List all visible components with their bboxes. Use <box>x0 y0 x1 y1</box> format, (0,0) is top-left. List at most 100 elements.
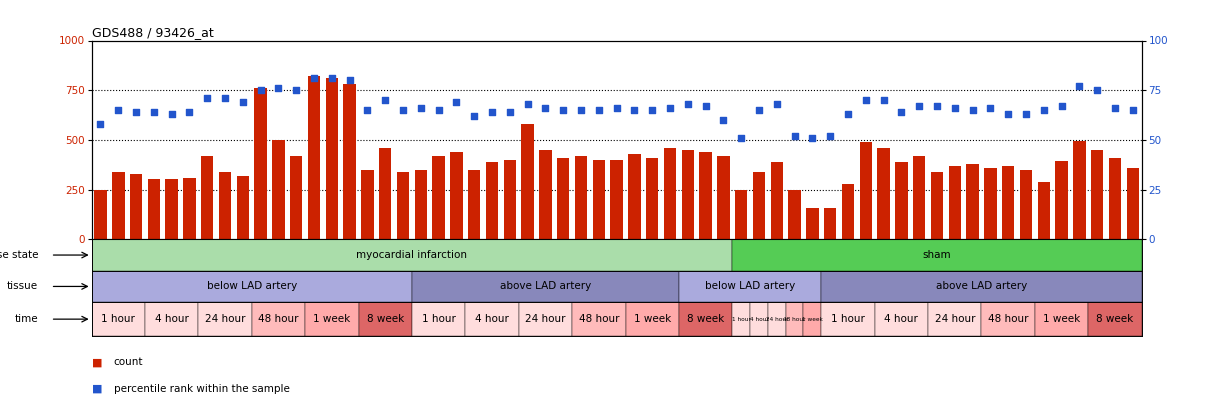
Point <box>179 109 199 115</box>
Point <box>713 117 733 123</box>
Bar <box>664 148 676 239</box>
Bar <box>486 162 498 239</box>
Point <box>731 135 751 141</box>
Text: GDS488 / 93426_at: GDS488 / 93426_at <box>92 26 214 39</box>
Bar <box>750 302 768 336</box>
Bar <box>219 172 231 239</box>
Point <box>287 87 306 94</box>
Point <box>518 101 537 107</box>
Point <box>90 121 110 127</box>
Text: above LAD artery: above LAD artery <box>499 281 591 292</box>
Text: 1 week: 1 week <box>634 314 670 324</box>
Bar <box>592 160 606 239</box>
Point <box>1123 107 1143 113</box>
Bar <box>700 152 712 239</box>
Bar <box>895 162 907 239</box>
Point <box>874 97 894 103</box>
Bar <box>789 190 801 239</box>
Bar <box>803 302 822 336</box>
Bar <box>397 172 409 239</box>
Point <box>536 105 556 111</box>
Point <box>339 77 359 83</box>
Bar <box>291 156 303 239</box>
Text: 4 hour: 4 hour <box>884 314 918 324</box>
Bar <box>237 176 249 239</box>
Point <box>1034 107 1054 113</box>
Text: 1 week: 1 week <box>314 314 350 324</box>
Bar <box>860 142 872 239</box>
Bar <box>272 140 284 239</box>
Bar <box>628 154 641 239</box>
Bar <box>878 148 890 239</box>
Text: 4 hour: 4 hour <box>750 317 768 322</box>
Bar <box>679 271 822 302</box>
Point <box>393 107 413 113</box>
Point <box>198 95 217 101</box>
Text: 24 hour: 24 hour <box>205 314 245 324</box>
Point <box>980 105 1000 111</box>
Bar <box>165 179 178 239</box>
Bar <box>1127 168 1139 239</box>
Bar <box>1090 150 1104 239</box>
Text: 4 hour: 4 hour <box>475 314 509 324</box>
Bar <box>451 152 463 239</box>
Point <box>482 109 502 115</box>
Point <box>215 95 234 101</box>
Text: 1 hour: 1 hour <box>421 314 455 324</box>
Bar <box>841 184 855 239</box>
Point <box>233 99 253 105</box>
Text: count: count <box>114 358 143 367</box>
Point <box>322 75 342 81</box>
Point <box>607 105 626 111</box>
Bar <box>646 158 658 239</box>
Point <box>429 107 448 113</box>
Text: 8 week: 8 week <box>1096 314 1133 324</box>
Bar <box>468 170 480 239</box>
Point <box>126 109 145 115</box>
Bar <box>254 88 267 239</box>
Bar <box>503 160 516 239</box>
Point <box>802 135 822 141</box>
Bar <box>982 302 1035 336</box>
Bar <box>770 162 783 239</box>
Bar <box>984 168 996 239</box>
Bar <box>928 302 982 336</box>
Text: disease state: disease state <box>0 250 38 260</box>
Point <box>661 105 680 111</box>
Bar <box>679 302 733 336</box>
Bar <box>359 302 411 336</box>
Point <box>1088 87 1107 94</box>
Bar <box>874 302 928 336</box>
Text: 1 hour: 1 hour <box>101 314 136 324</box>
Bar <box>92 271 411 302</box>
Text: ■: ■ <box>92 358 103 367</box>
Bar <box>717 156 730 239</box>
Text: 48 hour: 48 hour <box>784 317 806 322</box>
Point <box>358 107 377 113</box>
Text: 1 hour: 1 hour <box>832 314 864 324</box>
Point <box>162 111 182 117</box>
Bar <box>94 190 106 239</box>
Point <box>927 103 946 109</box>
Point <box>144 109 164 115</box>
Bar <box>1038 182 1050 239</box>
Point <box>856 97 875 103</box>
Point <box>250 87 270 94</box>
Bar <box>913 156 926 239</box>
Bar <box>806 207 818 239</box>
Bar <box>1109 158 1121 239</box>
Point <box>1070 83 1089 90</box>
Bar <box>183 178 195 239</box>
Bar <box>308 76 320 239</box>
Bar <box>625 302 679 336</box>
Point <box>1016 111 1035 117</box>
Bar <box>735 190 747 239</box>
Text: 48 hour: 48 hour <box>579 314 619 324</box>
Text: tissue: tissue <box>7 281 38 292</box>
Bar <box>326 78 338 239</box>
Bar <box>540 150 552 239</box>
Point <box>642 107 662 113</box>
Text: 8 week: 8 week <box>687 314 724 324</box>
Bar <box>822 271 1142 302</box>
Bar <box>432 156 444 239</box>
